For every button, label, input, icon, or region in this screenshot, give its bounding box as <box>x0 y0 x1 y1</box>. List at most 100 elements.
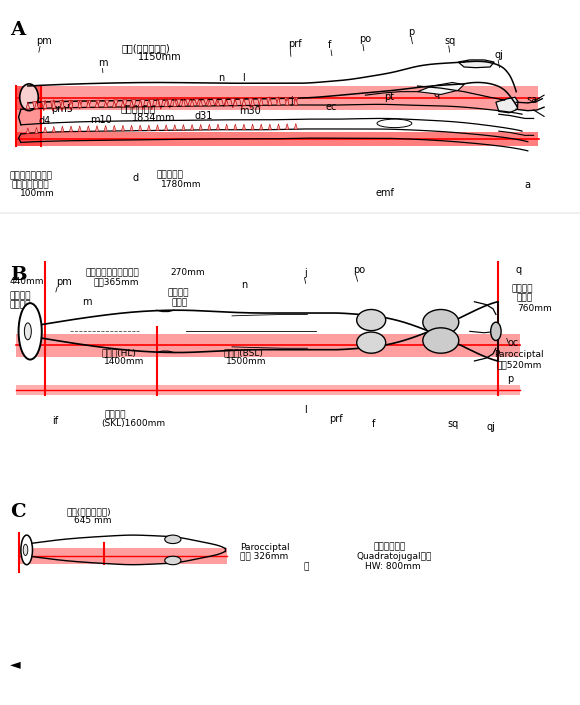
Text: 颅基长(BSL): 颅基长(BSL) <box>223 348 263 357</box>
Text: ◄: ◄ <box>10 657 21 671</box>
Polygon shape <box>242 124 245 130</box>
Polygon shape <box>267 98 271 106</box>
Polygon shape <box>251 97 255 105</box>
Text: 270mm: 270mm <box>170 269 205 277</box>
Text: 1834mm: 1834mm <box>132 113 176 123</box>
Ellipse shape <box>23 544 28 556</box>
Text: prf: prf <box>288 39 302 49</box>
Polygon shape <box>208 100 211 106</box>
Text: 大骨宽度: 大骨宽度 <box>9 300 31 309</box>
Ellipse shape <box>21 535 32 565</box>
Text: p: p <box>507 374 513 384</box>
Polygon shape <box>285 97 289 104</box>
Text: 760mm: 760mm <box>517 304 552 312</box>
Text: 1400mm: 1400mm <box>104 357 145 366</box>
Text: qj: qj <box>486 422 495 432</box>
Polygon shape <box>86 101 90 107</box>
Text: j: j <box>304 268 307 278</box>
Text: n: n <box>218 73 224 83</box>
Polygon shape <box>225 124 229 130</box>
Text: p: p <box>408 27 414 37</box>
Text: l: l <box>304 405 307 415</box>
Polygon shape <box>52 126 56 132</box>
Polygon shape <box>69 100 73 108</box>
Polygon shape <box>285 97 289 105</box>
Polygon shape <box>165 125 168 130</box>
Polygon shape <box>268 124 271 130</box>
Text: q: q <box>434 90 440 99</box>
Polygon shape <box>104 102 107 107</box>
Text: HW: 800mm: HW: 800mm <box>365 563 421 571</box>
Ellipse shape <box>20 84 38 111</box>
Polygon shape <box>60 101 64 111</box>
Polygon shape <box>96 100 100 106</box>
Polygon shape <box>199 124 202 130</box>
Polygon shape <box>199 99 202 106</box>
Text: 前上颌骨接触上颌骨处: 前上颌骨接触上颌骨处 <box>86 269 140 277</box>
Polygon shape <box>176 99 181 107</box>
Text: A: A <box>10 21 26 39</box>
Polygon shape <box>147 125 150 130</box>
Text: if: if <box>52 416 59 426</box>
Text: 内宽度: 内宽度 <box>516 294 532 302</box>
Text: 联合长度全长: 联合长度全长 <box>121 104 156 114</box>
Polygon shape <box>458 60 494 68</box>
Polygon shape <box>139 125 142 130</box>
Text: pm5: pm5 <box>51 104 73 114</box>
Text: ：: ： <box>304 563 309 571</box>
Text: 440mm: 440mm <box>9 278 44 286</box>
Text: 1150mm: 1150mm <box>138 52 182 62</box>
Polygon shape <box>61 126 64 132</box>
Polygon shape <box>26 128 30 133</box>
Text: d31: d31 <box>194 111 213 121</box>
Text: n: n <box>241 280 247 290</box>
Text: 前上颌最: 前上颌最 <box>9 291 31 300</box>
Bar <box>16 86 538 110</box>
Polygon shape <box>87 125 90 131</box>
Text: sq: sq <box>444 36 455 46</box>
Text: qj: qj <box>494 50 503 60</box>
Text: m: m <box>99 59 108 68</box>
Polygon shape <box>231 99 235 108</box>
Polygon shape <box>26 102 30 109</box>
Polygon shape <box>113 125 116 131</box>
Ellipse shape <box>423 309 459 335</box>
Text: 小宽度: 小宽度 <box>172 298 188 307</box>
Text: pm: pm <box>56 277 71 287</box>
Polygon shape <box>268 97 271 105</box>
Polygon shape <box>190 124 194 130</box>
Polygon shape <box>104 100 109 106</box>
Bar <box>19 548 227 564</box>
Polygon shape <box>35 101 38 109</box>
Polygon shape <box>70 126 72 132</box>
Polygon shape <box>173 98 177 106</box>
Text: po: po <box>360 35 372 44</box>
Ellipse shape <box>357 309 386 331</box>
Polygon shape <box>147 99 151 106</box>
Polygon shape <box>259 97 263 105</box>
Polygon shape <box>293 97 298 104</box>
Polygon shape <box>213 99 217 106</box>
Text: Quadratojugal之间: Quadratojugal之间 <box>357 553 432 561</box>
Bar <box>16 385 520 395</box>
Polygon shape <box>50 101 55 111</box>
Polygon shape <box>44 127 47 133</box>
Text: q: q <box>515 265 521 275</box>
Ellipse shape <box>165 535 181 544</box>
Polygon shape <box>44 100 47 109</box>
Text: ec: ec <box>326 102 338 112</box>
Polygon shape <box>240 99 244 109</box>
Polygon shape <box>216 124 220 130</box>
Polygon shape <box>418 82 464 94</box>
Text: l: l <box>242 73 245 83</box>
Ellipse shape <box>165 556 181 565</box>
Polygon shape <box>222 99 226 107</box>
Bar <box>16 86 41 146</box>
Polygon shape <box>140 99 145 109</box>
Ellipse shape <box>19 303 42 360</box>
Text: po: po <box>353 265 365 275</box>
Text: m10: m10 <box>90 115 111 125</box>
Polygon shape <box>251 124 254 130</box>
Polygon shape <box>186 99 190 106</box>
Ellipse shape <box>377 119 412 128</box>
